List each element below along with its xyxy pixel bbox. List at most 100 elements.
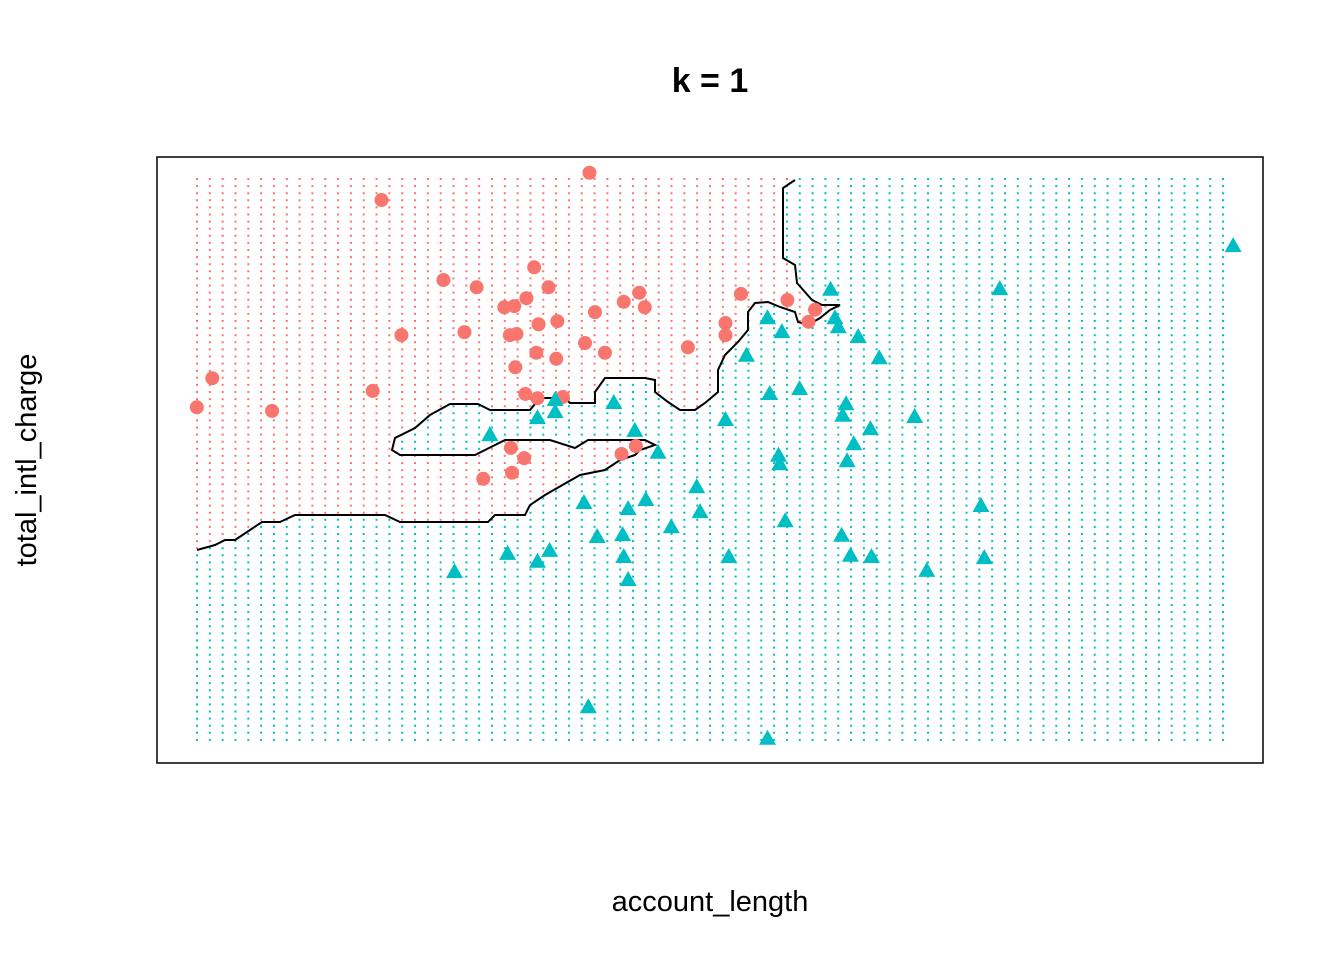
point [845, 435, 863, 451]
point [374, 193, 389, 208]
region-teal [196, 178, 1224, 745]
point [615, 547, 633, 563]
x-axis-label: account_length [612, 886, 809, 918]
point [614, 446, 629, 461]
point [718, 316, 733, 331]
point [691, 503, 709, 519]
point [541, 280, 556, 295]
point [1224, 237, 1242, 253]
point [649, 443, 667, 459]
point [776, 512, 794, 528]
point [530, 391, 545, 406]
point [481, 426, 499, 442]
point [838, 452, 856, 468]
point [457, 325, 472, 340]
point [808, 302, 823, 317]
point [517, 451, 532, 466]
point [605, 394, 623, 410]
point [519, 291, 534, 306]
point [578, 336, 593, 351]
point [614, 526, 632, 542]
point [502, 328, 517, 343]
point [628, 439, 643, 454]
point [733, 286, 748, 301]
point [637, 300, 652, 315]
point [550, 314, 565, 329]
point [588, 527, 606, 543]
point [508, 360, 523, 375]
decision-boundary [196, 179, 841, 551]
point [861, 420, 879, 436]
y-axis-label: total_intl_charge [11, 354, 43, 567]
point [546, 391, 564, 407]
point [906, 407, 924, 423]
point [365, 383, 380, 398]
point [761, 384, 779, 400]
plot-frame [156, 156, 1264, 764]
point [531, 317, 546, 332]
point [549, 351, 564, 366]
point [716, 411, 734, 427]
point [870, 349, 888, 365]
point [680, 340, 695, 355]
point [616, 294, 631, 309]
point [189, 400, 204, 415]
point [718, 328, 733, 343]
point [637, 490, 655, 506]
point [626, 421, 644, 437]
point [975, 549, 993, 565]
point [991, 280, 1009, 296]
point [720, 547, 738, 563]
point [503, 440, 518, 455]
point [829, 318, 847, 334]
point [771, 455, 789, 471]
point [582, 165, 597, 180]
point [791, 380, 809, 396]
point [265, 403, 280, 418]
point [918, 561, 936, 577]
point [759, 309, 777, 325]
point [972, 497, 990, 513]
point [541, 541, 559, 557]
point [770, 446, 788, 462]
point [446, 563, 464, 579]
point [688, 478, 706, 494]
point [499, 544, 517, 560]
point [632, 285, 647, 300]
point [518, 386, 533, 401]
point [834, 406, 852, 422]
point [849, 327, 867, 343]
point [476, 471, 491, 486]
point [505, 465, 520, 480]
point [528, 552, 546, 568]
point [546, 403, 564, 419]
point [497, 300, 512, 315]
point [205, 371, 220, 386]
point [759, 729, 777, 745]
point [587, 305, 602, 320]
point [662, 518, 680, 534]
point [773, 323, 791, 339]
point [436, 273, 451, 288]
point [822, 280, 840, 296]
point [528, 409, 546, 425]
point [833, 526, 851, 542]
point [597, 345, 612, 360]
point [619, 500, 637, 516]
point [737, 346, 755, 362]
point [575, 494, 593, 510]
point [394, 328, 409, 343]
region-red [196, 178, 840, 550]
point [529, 345, 544, 360]
point [862, 547, 880, 563]
point [469, 280, 484, 295]
point [837, 395, 855, 411]
point [619, 570, 637, 586]
point [780, 293, 795, 308]
chart-title: k = 1 [672, 62, 749, 100]
point [841, 546, 859, 562]
point [579, 698, 597, 714]
point [801, 314, 816, 329]
point [527, 260, 542, 275]
